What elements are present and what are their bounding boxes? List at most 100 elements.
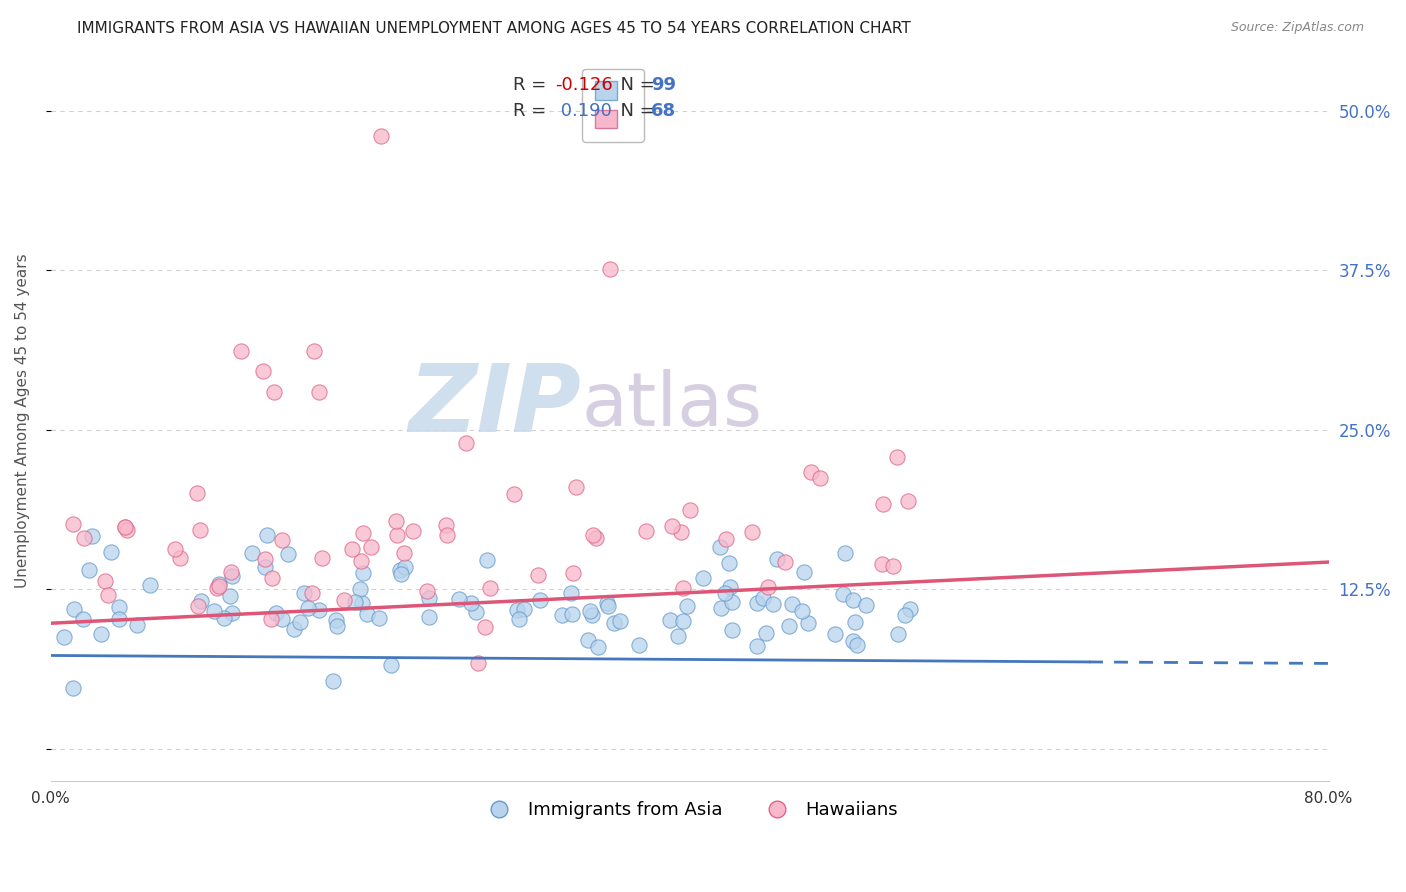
Point (86, 661, 108, 675)
Point (449, 665, 471, 679)
Point (1171, 645, 1194, 659)
Point (633, 550, 655, 565)
Point (426, 623, 449, 637)
Point (533, 599, 555, 614)
Y-axis label: Unemployment Among Ages 45 to 54 years: Unemployment Among Ages 45 to 54 years (15, 253, 30, 588)
Point (482, 642, 505, 657)
Point (253, 605, 276, 619)
Point (1002, 645, 1025, 659)
Point (838, 442, 860, 456)
Point (662, 624, 685, 638)
Point (492, 657, 515, 672)
Point (709, 661, 731, 675)
Point (880, 677, 903, 691)
Point (1268, 655, 1291, 669)
Text: Source: ZipAtlas.com: Source: ZipAtlas.com (1230, 21, 1364, 34)
Point (475, 650, 498, 665)
Point (370, 611, 392, 625)
Point (361, 657, 384, 671)
Point (249, 582, 271, 596)
Point (1204, 652, 1226, 666)
Point (485, 632, 508, 646)
Point (852, 662, 875, 676)
Point (311, 493, 333, 508)
Point (1040, 607, 1063, 621)
Text: N =: N = (609, 103, 661, 120)
Text: IMMIGRANTS FROM ASIA VS HAWAIIAN UNEMPLOYMENT AMONG AGES 45 TO 54 YEARS CORRELAT: IMMIGRANTS FROM ASIA VS HAWAIIAN UNEMPLO… (77, 21, 911, 36)
Text: 0.190: 0.190 (555, 103, 612, 120)
Point (121, 646, 143, 660)
Text: atlas: atlas (581, 369, 762, 442)
Point (343, 506, 366, 520)
Point (1249, 559, 1271, 574)
Point (117, 637, 139, 651)
Point (356, 635, 378, 649)
Point (1260, 658, 1282, 673)
Point (509, 660, 531, 674)
Point (1227, 589, 1250, 603)
Point (138, 661, 160, 675)
Point (224, 623, 246, 637)
Point (534, 608, 557, 623)
Point (927, 602, 949, 616)
Point (1112, 656, 1135, 670)
Point (818, 610, 841, 624)
Point (1174, 620, 1197, 634)
Point (1098, 651, 1121, 665)
Point (1125, 569, 1147, 583)
Point (942, 641, 965, 656)
Point (94, 630, 117, 644)
Point (1062, 670, 1084, 684)
Point (347, 607, 370, 622)
Point (650, 689, 672, 703)
Point (579, 648, 602, 662)
Point (578, 643, 600, 657)
Point (413, 645, 436, 659)
Point (136, 653, 159, 667)
Point (924, 661, 946, 675)
Point (1010, 640, 1032, 655)
Point (769, 658, 792, 673)
Point (395, 663, 418, 677)
Point (997, 654, 1019, 668)
Point (783, 644, 806, 658)
Point (1264, 587, 1286, 601)
Point (370, 660, 392, 674)
Point (935, 671, 957, 685)
Point (423, 518, 446, 533)
Point (740, 648, 762, 663)
Point (484, 650, 506, 665)
Text: N =: N = (609, 76, 661, 94)
Point (538, 630, 561, 644)
Point (704, 655, 727, 669)
Point (953, 593, 976, 607)
Point (845, 663, 868, 677)
Point (1005, 611, 1028, 625)
Point (1012, 650, 1035, 665)
Point (943, 662, 966, 676)
Point (98, 608, 121, 623)
Point (1191, 677, 1213, 691)
Point (485, 607, 508, 621)
Point (807, 673, 830, 688)
Point (544, 619, 567, 633)
Point (354, 660, 377, 674)
Point (1160, 670, 1182, 684)
Point (280, 639, 302, 653)
Point (716, 654, 738, 668)
Point (659, 665, 682, 680)
Point (1064, 640, 1087, 655)
Point (72, 704, 94, 718)
Point (326, 619, 349, 633)
Point (359, 518, 381, 533)
Point (1094, 665, 1116, 680)
Point (277, 641, 299, 656)
Point (1008, 625, 1031, 640)
Point (1250, 670, 1272, 684)
Point (815, 608, 838, 623)
Point (163, 665, 186, 679)
Point (579, 659, 602, 673)
Point (295, 646, 318, 660)
Point (1121, 663, 1143, 677)
Point (298, 657, 321, 672)
